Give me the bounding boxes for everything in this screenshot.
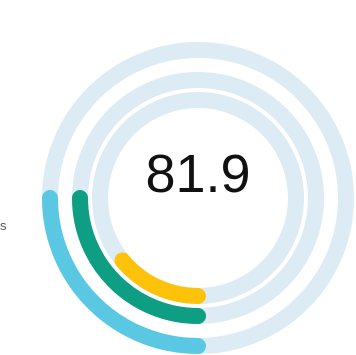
ring-arcs: [42, 190, 206, 354]
progress-arc-3: [114, 252, 206, 304]
progress-arc-2: [72, 190, 206, 324]
center-value: 81.9: [145, 144, 250, 204]
progress-arc-1: [42, 190, 206, 354]
side-label-fragment: s: [0, 218, 7, 233]
